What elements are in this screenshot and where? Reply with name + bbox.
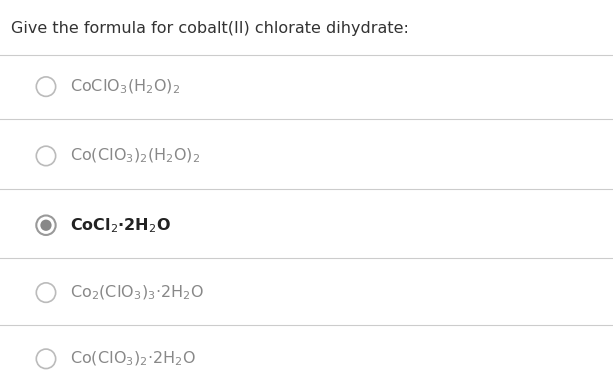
Text: CoCl$_2$·2H$_2$O: CoCl$_2$·2H$_2$O — [70, 216, 171, 234]
Ellipse shape — [40, 219, 51, 231]
Text: Co$_2$(CIO$_3$)$_3$·2H$_2$O: Co$_2$(CIO$_3$)$_3$·2H$_2$O — [70, 283, 204, 302]
Text: Give the formula for cobalt(II) chlorate dihydrate:: Give the formula for cobalt(II) chlorate… — [11, 21, 409, 36]
Text: Co(CIO$_3$)$_2$(H$_2$O)$_2$: Co(CIO$_3$)$_2$(H$_2$O)$_2$ — [70, 147, 201, 165]
Text: CoCIO$_3$(H$_2$O)$_2$: CoCIO$_3$(H$_2$O)$_2$ — [70, 77, 181, 96]
Text: Co(CIO$_3$)$_2$·2H$_2$O: Co(CIO$_3$)$_2$·2H$_2$O — [70, 350, 197, 368]
